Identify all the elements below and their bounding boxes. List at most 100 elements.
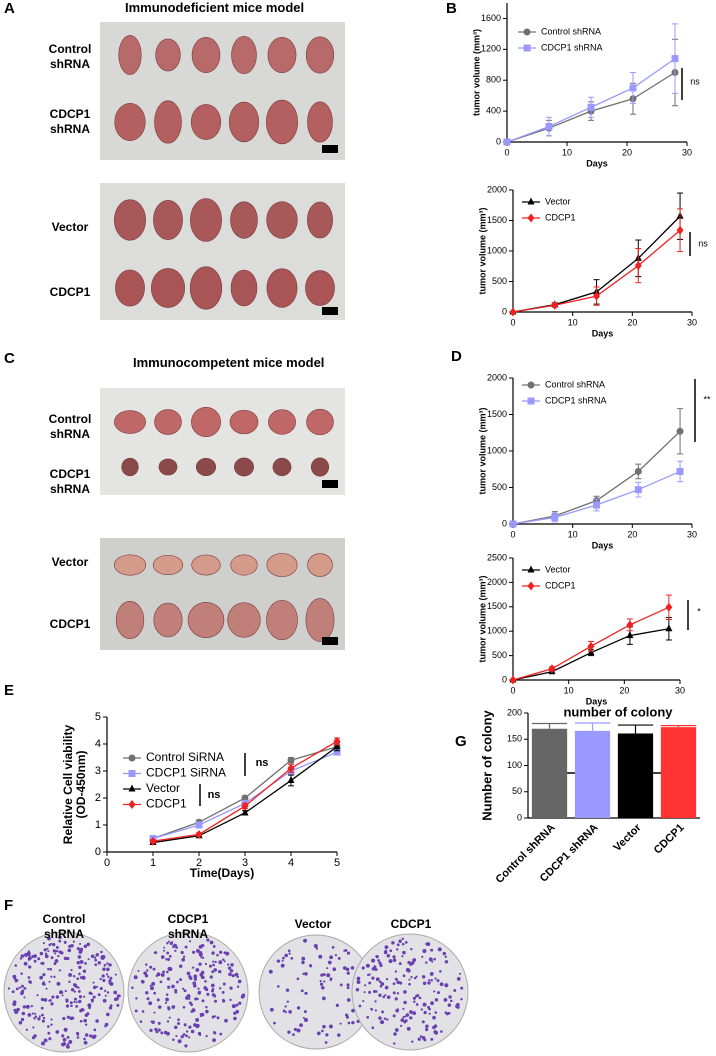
tumor (115, 600, 145, 640)
colony (319, 979, 322, 983)
colony (273, 1021, 276, 1025)
y-tick-label: 1500 (487, 601, 507, 611)
colony (430, 978, 433, 982)
colony (179, 978, 183, 982)
colony (104, 1022, 109, 1027)
y-tick-label: 400 (486, 105, 501, 115)
tumor (187, 601, 225, 639)
colony (416, 994, 420, 997)
colony (300, 989, 304, 993)
colony (386, 1018, 389, 1021)
colony (166, 977, 171, 981)
y-tick-label: 3 (95, 765, 101, 777)
legend-label: Control shRNA (545, 379, 605, 389)
colony (68, 980, 71, 984)
colony (155, 1030, 159, 1034)
colony (391, 941, 395, 945)
colony (44, 952, 48, 956)
colony (95, 1019, 99, 1023)
colony (20, 984, 24, 988)
annotation: ** (703, 394, 711, 404)
colony (62, 1037, 67, 1042)
colony (78, 995, 83, 999)
colony (181, 987, 185, 990)
colony (191, 1008, 196, 1013)
x-axis-label: Time(Days) (190, 866, 254, 880)
colony (201, 975, 205, 979)
tumor (158, 458, 178, 476)
x-tick-label: 20 (627, 529, 637, 539)
colony (34, 1012, 37, 1015)
colony (79, 1019, 83, 1023)
colony (39, 951, 44, 956)
colony (87, 1003, 92, 1008)
colony (157, 1005, 162, 1009)
scale-bar (322, 480, 338, 488)
colony (20, 1017, 25, 1022)
x-tick-label: 1 (150, 857, 156, 869)
colony (222, 999, 226, 1003)
colony (313, 943, 318, 948)
point (676, 225, 684, 235)
x-tick-label: 20 (627, 317, 637, 327)
point (587, 641, 595, 651)
colony (394, 970, 398, 973)
tumor (272, 457, 292, 477)
colony (77, 955, 82, 959)
colony (106, 962, 109, 965)
colony (427, 981, 431, 985)
colony (400, 1024, 403, 1028)
colony (86, 1012, 90, 1016)
colony (41, 961, 45, 966)
colony (40, 997, 45, 1002)
colony (228, 972, 232, 977)
colony (177, 1039, 182, 1044)
error-bar (660, 724, 697, 728)
colony (436, 979, 440, 983)
colony (30, 1004, 33, 1008)
legend-label: Vector (545, 564, 571, 574)
colony (12, 974, 17, 979)
colony (52, 942, 56, 947)
colony (410, 947, 413, 951)
y-axis-label: (OD-450nm) (74, 750, 88, 818)
colony (169, 955, 172, 958)
y-tick-label: 500 (492, 482, 507, 492)
point (676, 427, 684, 435)
colony (383, 1017, 387, 1021)
colony (50, 1018, 53, 1021)
tumor (228, 101, 260, 143)
point (634, 467, 642, 475)
y-tick-label: 200 (507, 707, 522, 717)
colony (181, 957, 186, 962)
colony (188, 940, 192, 943)
colony (371, 1026, 375, 1029)
colony (104, 989, 107, 993)
tumor (230, 201, 258, 239)
legend-marker (527, 565, 535, 573)
colony (204, 979, 207, 983)
colony (24, 953, 28, 957)
colony (99, 977, 102, 981)
colony (43, 1038, 48, 1043)
colony (362, 1000, 365, 1003)
colony (396, 980, 400, 984)
tumor (190, 104, 222, 140)
colony (415, 1003, 419, 1006)
colony (166, 951, 170, 955)
colony (185, 996, 189, 1000)
colony (63, 940, 67, 944)
colony (212, 960, 215, 963)
colony (68, 973, 73, 977)
colony (233, 1016, 237, 1021)
colony (164, 1001, 168, 1004)
colony (448, 995, 452, 999)
tumor (114, 410, 146, 434)
colony (27, 958, 31, 961)
colony (55, 995, 60, 999)
colony (405, 967, 410, 972)
colony (68, 1039, 73, 1044)
colony (346, 998, 351, 1002)
point (149, 836, 157, 846)
